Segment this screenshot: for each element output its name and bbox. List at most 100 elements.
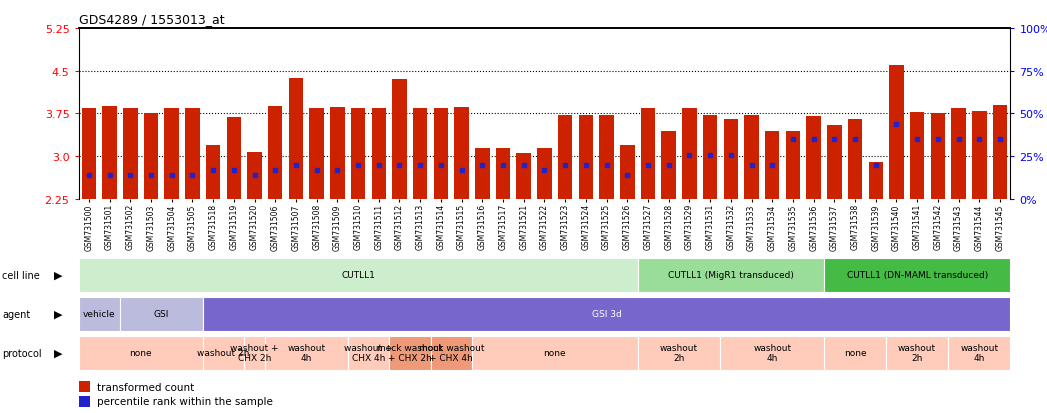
Bar (79, 336, 203, 370)
Text: ▶: ▶ (54, 271, 63, 280)
Bar (372, 109, 386, 199)
Bar (638, 259, 824, 292)
Bar (824, 336, 886, 370)
Text: none: none (844, 348, 866, 357)
Bar (351, 109, 365, 199)
Bar (79, 259, 638, 292)
Bar (79, 336, 203, 370)
Bar (824, 259, 1010, 292)
Bar (599, 116, 614, 199)
Text: washout +
CHX 4h: washout + CHX 4h (344, 343, 393, 362)
Bar (348, 336, 389, 370)
Bar (203, 336, 244, 370)
Text: ▶: ▶ (54, 309, 63, 319)
Bar (949, 336, 1010, 370)
Text: mock washout
+ CHX 4h: mock washout + CHX 4h (419, 343, 484, 362)
Bar (389, 336, 430, 370)
Bar (537, 148, 552, 199)
Bar (430, 336, 472, 370)
Bar (516, 154, 531, 199)
Bar (869, 163, 883, 199)
Text: CUTLL1: CUTLL1 (341, 270, 375, 279)
Bar (641, 109, 655, 199)
Text: agent: agent (2, 309, 30, 319)
Bar (931, 114, 945, 199)
Text: ▶: ▶ (54, 348, 63, 358)
Bar (472, 336, 638, 370)
Bar (268, 107, 283, 199)
Bar (720, 336, 824, 370)
Bar (244, 336, 265, 370)
Bar (824, 259, 1010, 292)
Bar (972, 112, 986, 199)
Bar (79, 259, 638, 292)
Bar (848, 120, 863, 199)
Bar (889, 66, 904, 199)
Bar (430, 336, 472, 370)
Text: cell line: cell line (2, 271, 40, 280)
Bar (389, 336, 430, 370)
Bar (348, 336, 389, 370)
Bar (744, 116, 759, 199)
Bar (82, 109, 96, 199)
Text: washout
4h: washout 4h (960, 343, 999, 362)
Bar (638, 336, 720, 370)
Bar (79, 297, 120, 331)
Bar (289, 79, 304, 199)
Bar (475, 148, 490, 199)
Bar (620, 145, 634, 199)
Bar (952, 109, 965, 199)
Text: GSI 3d: GSI 3d (592, 309, 622, 318)
Bar (827, 126, 842, 199)
Bar (413, 109, 427, 199)
Bar (723, 120, 738, 199)
Bar (265, 336, 348, 370)
Bar (949, 336, 1010, 370)
Bar (765, 131, 779, 199)
Bar (993, 106, 1007, 199)
Bar (143, 114, 158, 199)
Bar (203, 297, 1010, 331)
Bar (579, 116, 593, 199)
Bar (330, 108, 344, 199)
Text: mock washout
+ CHX 2h: mock washout + CHX 2h (377, 343, 443, 362)
Bar (806, 117, 821, 199)
Bar (638, 336, 720, 370)
Text: GDS4289 / 1553013_at: GDS4289 / 1553013_at (79, 13, 224, 26)
Bar (79, 396, 89, 406)
Bar (226, 118, 241, 199)
Text: GSI: GSI (154, 309, 169, 318)
Bar (496, 148, 510, 199)
Bar (472, 336, 638, 370)
Text: washout
4h: washout 4h (753, 343, 792, 362)
Text: CUTLL1 (MigR1 transduced): CUTLL1 (MigR1 transduced) (668, 270, 794, 279)
Bar (79, 381, 89, 392)
Bar (638, 259, 824, 292)
Bar (203, 336, 244, 370)
Bar (662, 131, 676, 199)
Bar (824, 336, 886, 370)
Text: washout
2h: washout 2h (660, 343, 698, 362)
Text: washout
4h: washout 4h (287, 343, 326, 362)
Text: CUTLL1 (DN-MAML transduced): CUTLL1 (DN-MAML transduced) (847, 270, 987, 279)
Bar (120, 297, 203, 331)
Text: vehicle: vehicle (83, 309, 115, 318)
Text: washout +
CHX 2h: washout + CHX 2h (230, 343, 279, 362)
Bar (886, 336, 949, 370)
Bar (785, 131, 800, 199)
Text: percentile rank within the sample: percentile rank within the sample (96, 396, 272, 406)
Text: none: none (130, 348, 152, 357)
Bar (433, 109, 448, 199)
Text: washout
2h: washout 2h (898, 343, 936, 362)
Bar (720, 336, 824, 370)
Text: transformed count: transformed count (96, 382, 194, 392)
Bar (703, 116, 717, 199)
Bar (103, 107, 117, 199)
Bar (244, 336, 265, 370)
Bar (124, 109, 137, 199)
Text: none: none (543, 348, 566, 357)
Bar (203, 297, 1010, 331)
Bar (886, 336, 949, 370)
Bar (185, 109, 200, 199)
Bar (910, 112, 925, 199)
